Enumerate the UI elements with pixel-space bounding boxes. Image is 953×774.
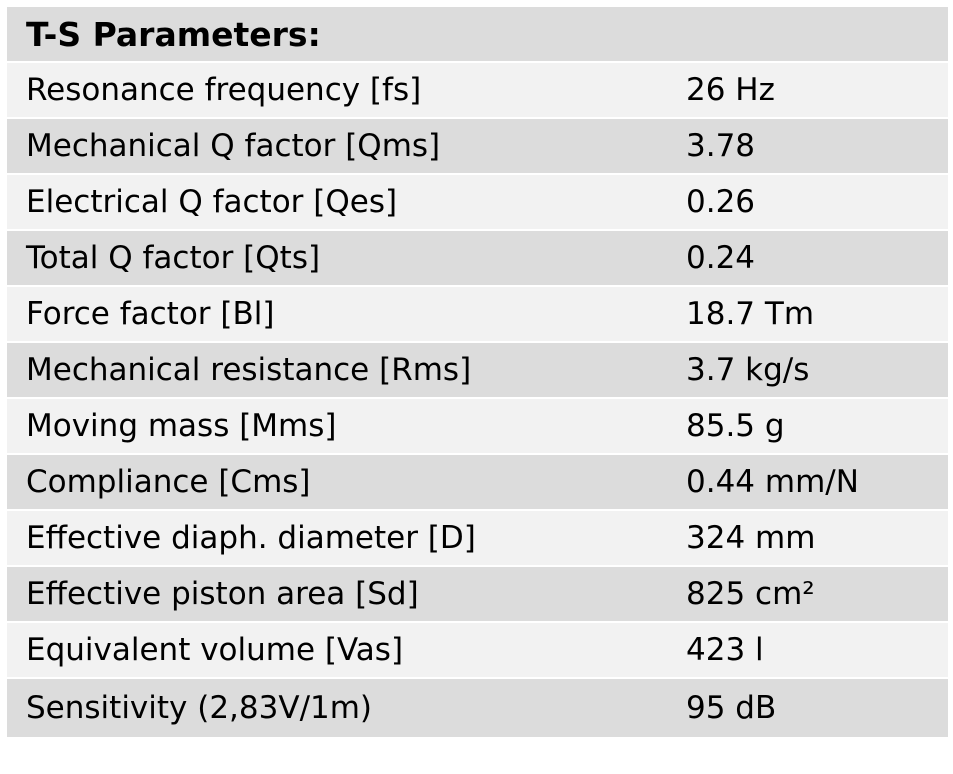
parameter-label: Mechanical resistance [Rms] — [26, 352, 472, 388]
parameter-label: Mechanical Q factor [Qms] — [26, 128, 441, 164]
table-row: Mechanical resistance [Rms] 3.7 kg/s — [7, 343, 948, 399]
table-row: Effective piston area [Sd] 825 cm² — [7, 567, 948, 623]
parameter-value: 18.7 Tm — [686, 296, 815, 332]
table-row: Mechanical Q factor [Qms] 3.78 — [7, 119, 948, 175]
parameter-label: Compliance [Cms] — [26, 464, 311, 500]
table-row: Compliance [Cms] 0.44 mm/N — [7, 455, 948, 511]
parameter-label: Force factor [Bl] — [26, 296, 275, 332]
table-row: Electrical Q factor [Qes] 0.26 — [7, 175, 948, 231]
parameter-value: 0.24 — [686, 240, 756, 276]
ts-parameters-table: T-S Parameters: Resonance frequency [fs]… — [7, 7, 948, 737]
table-row: Force factor [Bl] 18.7 Tm — [7, 287, 948, 343]
table-row: Equivalent volume [Vas] 423 l — [7, 623, 948, 679]
table-row: Sensitivity (2,83V/1m) 95 dB — [7, 679, 948, 737]
parameter-value: 26 Hz — [686, 72, 775, 108]
parameter-label: Resonance frequency [fs] — [26, 72, 422, 108]
parameter-label: Sensitivity (2,83V/1m) — [26, 690, 373, 726]
parameter-label: Total Q factor [Qts] — [26, 240, 321, 276]
parameter-value: 0.44 mm/N — [686, 464, 859, 500]
table-row: Moving mass [Mms] 85.5 g — [7, 399, 948, 455]
parameter-label: Effective diaph. diameter [D] — [26, 520, 476, 556]
table-row: Effective diaph. diameter [D] 324 mm — [7, 511, 948, 567]
parameter-value: 95 dB — [686, 690, 777, 726]
table-row: Resonance frequency [fs] 26 Hz — [7, 63, 948, 119]
parameter-value: 3.7 kg/s — [686, 352, 810, 388]
table-title: T-S Parameters: — [7, 7, 948, 63]
parameter-label: Effective piston area [Sd] — [26, 576, 419, 612]
parameter-value: 85.5 g — [686, 408, 785, 444]
parameter-label: Electrical Q factor [Qes] — [26, 184, 398, 220]
parameter-label: Equivalent volume [Vas] — [26, 632, 404, 668]
parameter-value: 3.78 — [686, 128, 756, 164]
parameter-label: Moving mass [Mms] — [26, 408, 337, 444]
parameter-value: 825 cm² — [686, 576, 815, 612]
table-row: Total Q factor [Qts] 0.24 — [7, 231, 948, 287]
parameter-value: 0.26 — [686, 184, 756, 220]
parameter-value: 324 mm — [686, 520, 816, 556]
parameter-value: 423 l — [686, 632, 764, 668]
